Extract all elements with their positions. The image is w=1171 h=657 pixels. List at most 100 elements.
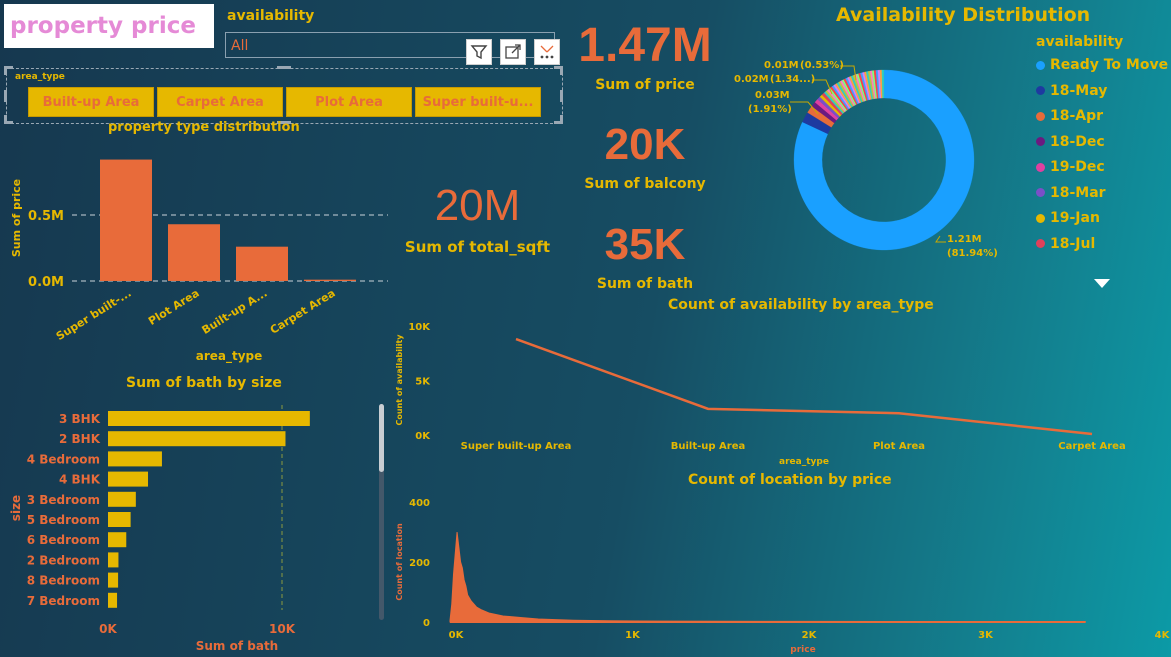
y-tick-label: 5 Bedroom [27,513,100,527]
legend-scroll-down-icon[interactable] [1094,279,1110,288]
donut-label-pct: (1.34...) [770,74,816,85]
legend-item[interactable]: 18-Jul [1036,236,1095,252]
x-tick-label: 10K [269,622,296,636]
focus-mode-icon[interactable] [500,39,526,65]
leader-line [840,65,857,81]
legend-label: 18-Mar [1050,184,1106,201]
legend-marker [1036,60,1045,70]
kpi-sqft-value: 20M [434,181,521,230]
slicer-option-super-built-up[interactable]: Super built-u... [415,87,541,117]
leader-line [812,79,833,95]
scrollbar-track[interactable] [379,404,384,620]
resize-handle[interactable] [554,115,563,124]
x-tick-label: Super built-up Area [461,441,572,452]
legend-marker [1036,162,1045,172]
legend-item[interactable]: 19-Jan [1036,210,1100,226]
more-options-icon[interactable] [534,39,560,65]
availability-by-area-title: Count of availability by area_type [668,297,934,313]
slicer-option-plot-area[interactable]: Plot Area [286,87,412,117]
y-tick-label: 7 Bedroom [27,594,100,608]
kpi-bath-label: Sum of bath [596,276,694,292]
y-tick-label: 5K [415,377,431,388]
x-tick-label: Carpet Area [1058,441,1125,452]
availability-dropdown-value: All [231,38,249,54]
x-tick-label: Built-up Area [671,441,746,452]
x-tick-label: 2K [802,630,818,641]
x-tick-label: Plot Area [873,441,925,452]
donut-label-pct: (1.91%) [748,104,792,115]
kpi-balcony-value: 20K [604,120,686,169]
y-tick-label: 200 [409,558,430,569]
legend-label: 18-Dec [1050,133,1105,150]
legend-label: 18-Apr [1050,108,1104,124]
area-type-slicer-label: area_type [15,72,65,82]
legend-label: 19-Dec [1050,159,1105,175]
leader-line [790,101,819,115]
x-tick-label: 1K [625,630,641,641]
location-by-price-xlabel: price [790,645,815,655]
availability-by-area-chart: 0K 5K 10K Super built-up Area Built-up Area… [395,322,1126,466]
bar [108,592,118,608]
resize-handle[interactable] [554,66,563,75]
kpi-balcony-label: Sum of balcony [584,176,706,192]
location-by-price-title: Count of location by price [688,472,892,488]
resize-handle[interactable] [277,121,291,124]
bar [108,431,286,447]
x-tick-label: Plot Area [146,287,201,328]
slicer-option-carpet-area[interactable]: Carpet Area [157,87,283,117]
x-tick-label: 0K [99,622,117,636]
x-tick-label: 4K [1155,630,1171,641]
donut-label-value: 0.03M [755,90,790,101]
filter-icon[interactable] [466,39,492,65]
donut-label-value: 1.21M [947,234,982,245]
y-tick-label: 10K [408,322,431,333]
legend-item[interactable]: Ready To Move [1036,57,1168,73]
legend-marker [1036,239,1045,248]
donut-label-pct: (0.53%) [800,60,844,71]
y-tick-label: 2 Bedroom [27,553,100,567]
kpi-sqft-label: Sum of total_sqft [404,238,551,256]
legend-marker [1036,111,1045,121]
availability-distribution-title: Availability Distribution [836,4,1091,26]
legend-item[interactable]: 18-May [1036,83,1107,99]
kpi-price-label: Sum of price [595,77,695,93]
legend-label: 19-Jan [1050,210,1100,226]
x-tick-label: Carpet Area [268,287,338,337]
legend-label: 18-Jul [1050,235,1096,252]
bath-by-size-xlabel: Sum of bath [196,639,278,653]
y-tick-label: 4 Bedroom [27,452,100,466]
resize-handle[interactable] [277,66,291,69]
legend-item[interactable]: 18-Apr [1036,108,1103,124]
bar [100,159,152,281]
legend-item[interactable]: 18-Mar [1036,185,1106,201]
resize-handle[interactable] [4,66,13,75]
y-tick-label: 0 [423,618,430,629]
bath-by-size-chart: 3 BHK 2 BHK 4 Bedroom 4 BHK 3 Bedroom 5 Bedro… [9,405,310,653]
legend-marker [1036,188,1045,197]
location-by-price-ylabel: Count of location [395,523,404,601]
legend-item[interactable]: 18-Dec [1036,134,1105,150]
resize-handle[interactable] [4,90,7,102]
resize-handle[interactable] [4,115,13,124]
slicer-option-built-up-area[interactable]: Built-up Area [28,87,154,117]
area-series [449,531,1086,623]
y-tick-label: 0K [415,431,431,442]
scrollbar-thumb[interactable] [379,404,384,472]
property-type-chart: 0.0M 0.5M Super built-... Plot AreaBuilt-u… [10,159,388,364]
y-tick-label: 6 Bedroom [27,533,100,547]
bar [304,279,356,281]
resize-handle[interactable] [560,90,563,102]
y-tick-label: 8 Bedroom [27,574,100,588]
location-by-price-chart: 0 200 400 0K 1K 2K 3K 4K Count of location pric… [395,498,1171,655]
legend-item[interactable]: 19-Dec [1036,159,1105,175]
x-tick-label: Built-up A... [200,287,270,337]
legend-label: Ready To Move [1050,57,1169,73]
x-tick-label: 0K [449,630,465,641]
bar [108,552,119,568]
bar [236,246,288,281]
kpi-price-value: 1.47M [578,19,712,72]
y-tick-label: 3 BHK [59,412,101,426]
bar [108,491,136,507]
availability-by-area-ylabel: Count of availability [395,334,404,426]
leader-line [935,235,946,243]
